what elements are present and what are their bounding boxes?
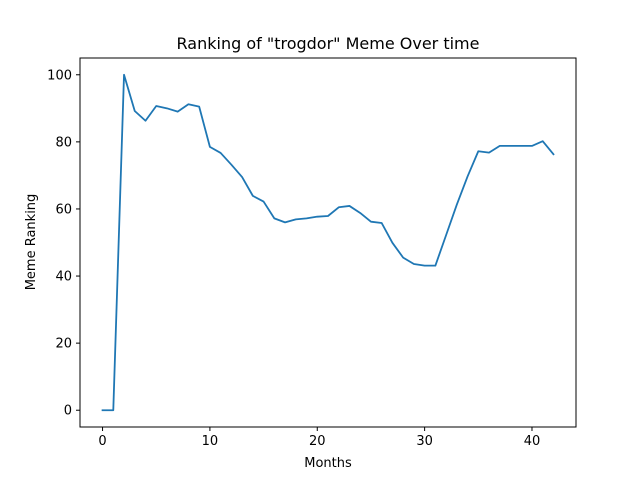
x-tick-label: 40: [524, 434, 541, 449]
y-tick-label: 100: [47, 68, 72, 83]
x-tick-label: 30: [416, 434, 433, 449]
y-tick-label: 60: [55, 202, 72, 217]
y-tick-label: 40: [55, 270, 72, 285]
y-axis-label: Meme Ranking: [24, 194, 39, 291]
x-tick-label: 20: [309, 434, 326, 449]
x-axis-label: Months: [304, 456, 352, 471]
y-tick-label: 20: [55, 337, 72, 352]
chart-title: Ranking of "trogdor" Meme Over time: [177, 34, 480, 53]
x-tick-label: 10: [202, 434, 219, 449]
y-tick-label: 0: [64, 404, 72, 419]
plot-area-frame: [79, 57, 577, 428]
series-line: [101, 73, 555, 412]
axis-ticks: 0 10 20 30 40 0 20 40 60 80 100: [47, 68, 540, 449]
x-tick-label: 0: [98, 434, 106, 449]
y-tick-label: 80: [55, 135, 72, 150]
series-group: [101, 73, 555, 412]
